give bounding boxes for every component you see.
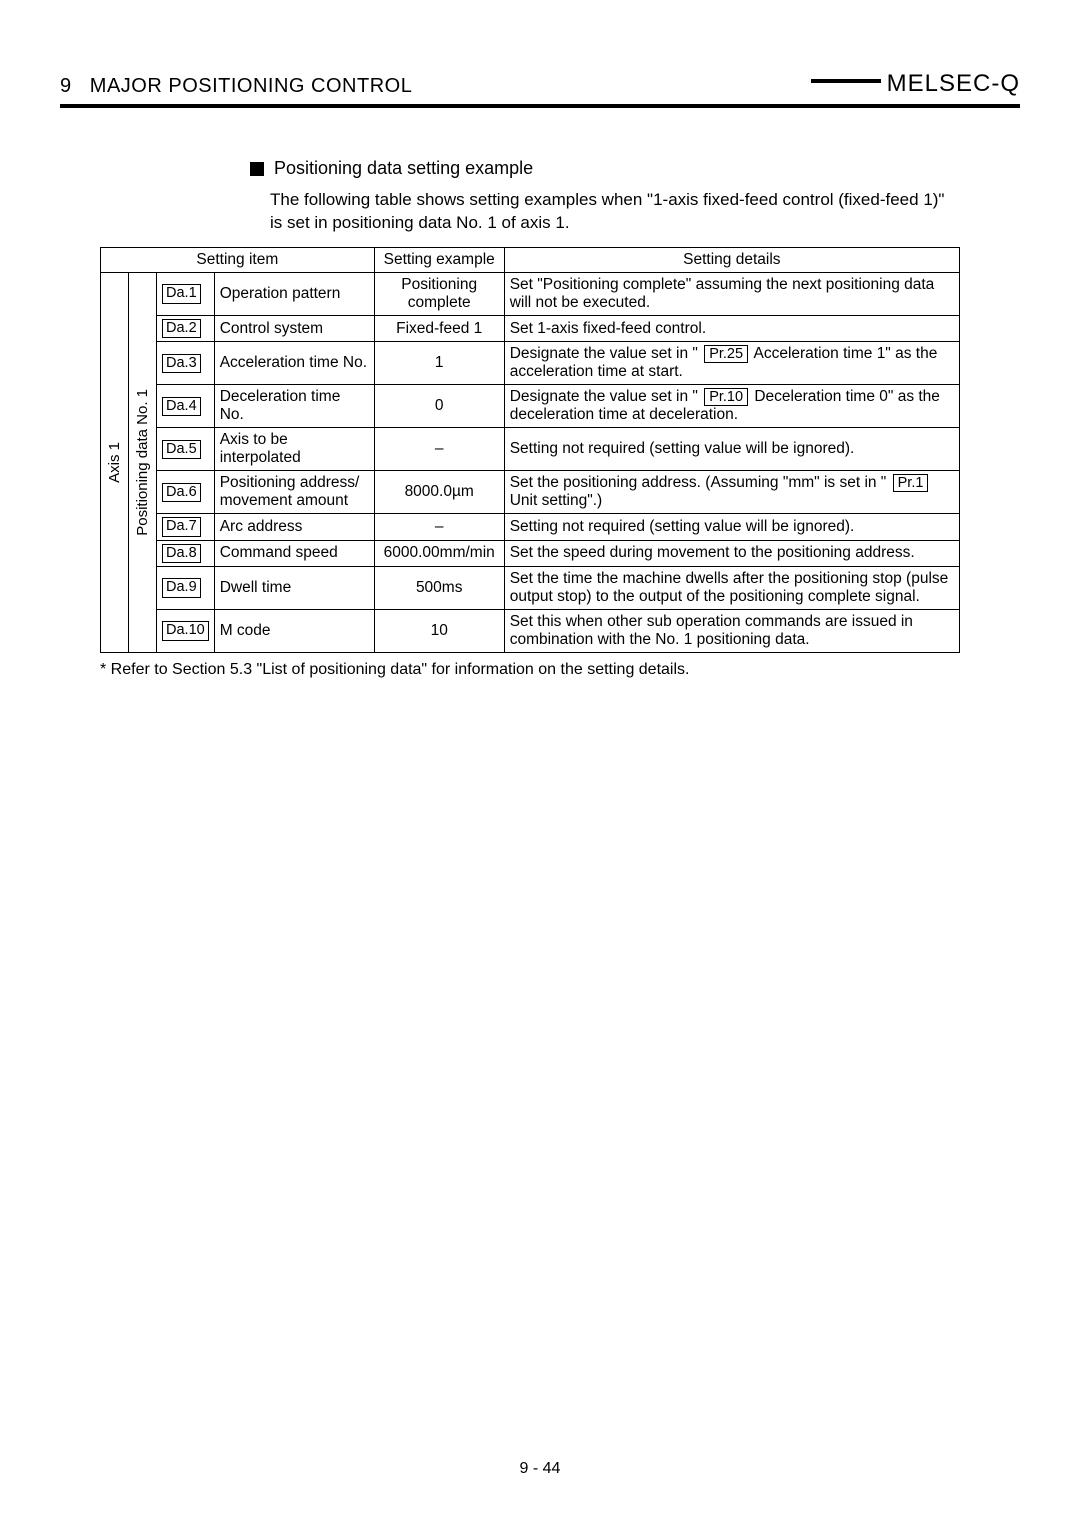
- vert-posdata-cell: Positioning data No. 1: [129, 272, 157, 652]
- vert-axis-label: Axis 1: [106, 442, 123, 483]
- table-row: Da.2 Control system Fixed-feed 1 Set 1-a…: [101, 315, 960, 341]
- da-cell: Da.7: [157, 514, 215, 540]
- example-cell: –: [374, 514, 504, 540]
- section-heading: Positioning data setting example: [250, 158, 1020, 179]
- example-cell: 1: [374, 342, 504, 385]
- chapter-title: 9 MAJOR POSITIONING CONTROL: [60, 75, 412, 98]
- table-header-row: Setting item Setting example Setting det…: [101, 247, 960, 272]
- footnote: * Refer to Section 5.3 "List of position…: [100, 661, 1020, 679]
- da-cell: Da.9: [157, 567, 215, 610]
- da-box: Da.7: [162, 517, 201, 536]
- da-box: Da.1: [162, 284, 201, 303]
- example-cell: Positioning complete: [374, 272, 504, 315]
- da-cell: Da.2: [157, 315, 215, 341]
- example-cell: 6000.00mm/min: [374, 540, 504, 566]
- example-cell: Fixed-feed 1: [374, 315, 504, 341]
- table-row: Da.4 Deceleration time No. 0 Designate t…: [101, 385, 960, 428]
- da-cell: Da.6: [157, 471, 215, 514]
- brand-text: MELSEC-Q: [887, 70, 1020, 97]
- table-row: Da.10 M code 10 Set this when other sub …: [101, 610, 960, 653]
- da-cell: Da.3: [157, 342, 215, 385]
- vert-posdata-label: Positioning data No. 1: [134, 389, 151, 536]
- da-box: Da.3: [162, 354, 201, 373]
- vert-axis-cell: Axis 1: [101, 272, 129, 652]
- table-row: Da.7 Arc address – Setting not required …: [101, 514, 960, 540]
- da-box: Da.5: [162, 440, 201, 459]
- item-cell: Axis to be interpolated: [214, 428, 374, 471]
- details-pre: Designate the value set in ": [510, 345, 702, 362]
- table-row: Da.3 Acceleration time No. 1 Designate t…: [101, 342, 960, 385]
- square-bullet-icon: [250, 162, 264, 176]
- details-pre: Set the positioning address. (Assuming "…: [510, 474, 891, 491]
- item-cell: Acceleration time No.: [214, 342, 374, 385]
- example-cell: 500ms: [374, 567, 504, 610]
- page-number: 9 - 44: [0, 1460, 1080, 1478]
- details-cell: Set 1-axis fixed-feed control.: [504, 315, 959, 341]
- da-cell: Da.1: [157, 272, 215, 315]
- da-box: Da.8: [162, 544, 201, 563]
- item-cell: Arc address: [214, 514, 374, 540]
- da-box: Da.6: [162, 483, 201, 502]
- table-row: Da.5 Axis to be interpolated – Setting n…: [101, 428, 960, 471]
- section-title: Positioning data setting example: [274, 158, 533, 179]
- brand-line: [811, 79, 881, 83]
- details-cell: Setting not required (setting value will…: [504, 428, 959, 471]
- item-cell: Command speed: [214, 540, 374, 566]
- da-box: Da.9: [162, 578, 201, 597]
- example-cell: 8000.0µm: [374, 471, 504, 514]
- details-cell: Set the time the machine dwells after th…: [504, 567, 959, 610]
- details-cell: Designate the value set in " Pr.10 Decel…: [504, 385, 959, 428]
- table-row: Da.6 Positioning address/ movement amoun…: [101, 471, 960, 514]
- da-box: Da.2: [162, 319, 201, 338]
- header-setting-example: Setting example: [374, 247, 504, 272]
- example-cell: 10: [374, 610, 504, 653]
- details-cell: Set the speed during movement to the pos…: [504, 540, 959, 566]
- header-setting-details: Setting details: [504, 247, 959, 272]
- details-cell: Designate the value set in " Pr.25 Accel…: [504, 342, 959, 385]
- da-cell: Da.10: [157, 610, 215, 653]
- item-cell: Positioning address/ movement amount: [214, 471, 374, 514]
- da-box: Da.4: [162, 397, 201, 416]
- item-cell: Control system: [214, 315, 374, 341]
- details-pre: Designate the value set in ": [510, 388, 702, 405]
- details-cell: Set "Positioning complete" assuming the …: [504, 272, 959, 315]
- item-cell: M code: [214, 610, 374, 653]
- pr-box: Pr.25: [704, 345, 748, 363]
- da-cell: Da.5: [157, 428, 215, 471]
- table-row: Da.9 Dwell time 500ms Set the time the m…: [101, 567, 960, 610]
- details-cell: Set this when other sub operation comman…: [504, 610, 959, 653]
- item-cell: Dwell time: [214, 567, 374, 610]
- item-cell: Deceleration time No.: [214, 385, 374, 428]
- da-cell: Da.8: [157, 540, 215, 566]
- details-cell: Set the positioning address. (Assuming "…: [504, 471, 959, 514]
- table-wrapper: Setting item Setting example Setting det…: [100, 247, 960, 653]
- page-header: 9 MAJOR POSITIONING CONTROL MELSEC-Q: [60, 70, 1020, 98]
- pr-box: Pr.10: [704, 388, 748, 406]
- example-cell: 0: [374, 385, 504, 428]
- example-cell: –: [374, 428, 504, 471]
- details-cell: Setting not required (setting value will…: [504, 514, 959, 540]
- header-setting-item: Setting item: [101, 247, 375, 272]
- header-rule: [60, 104, 1020, 108]
- da-box: Da.10: [162, 621, 209, 640]
- table-row: Axis 1 Positioning data No. 1 Da.1 Opera…: [101, 272, 960, 315]
- da-cell: Da.4: [157, 385, 215, 428]
- table-row: Da.8 Command speed 6000.00mm/min Set the…: [101, 540, 960, 566]
- positioning-data-table: Setting item Setting example Setting det…: [100, 247, 960, 653]
- pr-box: Pr.1: [893, 474, 929, 492]
- section-intro: The following table shows setting exampl…: [270, 189, 960, 235]
- details-post: Unit setting".): [510, 492, 603, 509]
- brand-block: MELSEC-Q: [811, 70, 1020, 98]
- item-cell: Operation pattern: [214, 272, 374, 315]
